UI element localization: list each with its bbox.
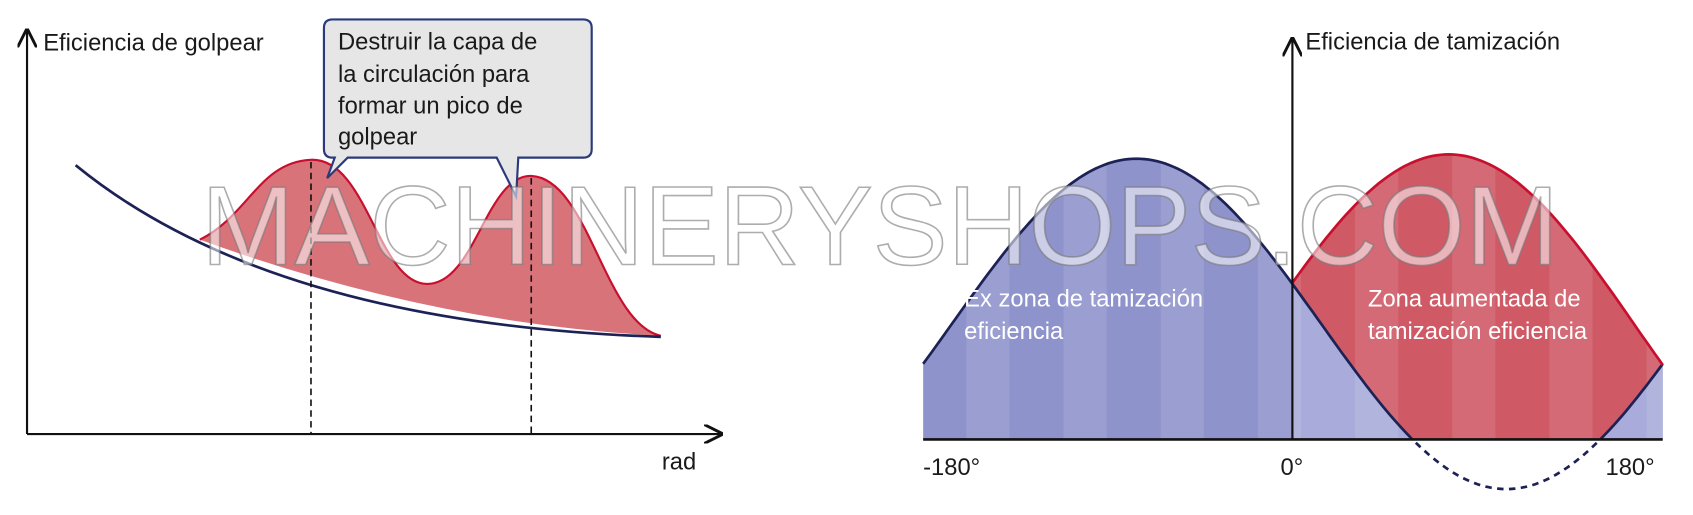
zone-line: Zona aumentada de — [1368, 286, 1581, 313]
y-axis-label: Eficiencia de tamización — [1305, 29, 1560, 56]
zone-label: Zona aumentada de tamización eficiencia — [1368, 286, 1588, 345]
stripe — [1063, 151, 1107, 440]
x-tick-label: 0° — [1281, 454, 1304, 481]
x-axis-label: rad — [662, 449, 696, 476]
stripe — [1257, 151, 1302, 440]
y-axis-label: Eficiencia de golpear — [43, 30, 264, 57]
x-tick-label: -180° — [923, 454, 980, 481]
callout-line: la circulación para — [338, 61, 530, 88]
old-curve — [922, 157, 1664, 440]
stripe — [1646, 151, 1690, 440]
zone-line: eficiencia — [964, 318, 1064, 345]
peak-curve — [199, 158, 662, 337]
callout-line: formar un pico de — [338, 92, 523, 119]
right-chart: Eficiencia de tamización Ex zona de tami… — [922, 29, 1690, 491]
old-curve-below — [1414, 441, 1598, 491]
callout-line: Destruir la capa de — [338, 29, 537, 56]
callout-text: Destruir la capa de la circulación para … — [338, 29, 544, 151]
stripe — [1160, 151, 1204, 440]
stripe — [1452, 151, 1496, 440]
zone-line: tamización eficiencia — [1368, 318, 1588, 345]
base-curve — [74, 164, 661, 339]
callout-line: golpear — [338, 124, 417, 151]
left-chart: Eficiencia de golpear rad Destruir la ca… — [27, 18, 721, 476]
peak-area — [199, 159, 661, 336]
new-curve — [1291, 153, 1664, 366]
zone-label: Ex zona de tamización eficiencia — [964, 286, 1210, 345]
new-zone-area — [1292, 154, 1663, 440]
zone-line: Ex zona de tamización — [964, 286, 1203, 313]
callout-box — [322, 18, 593, 201]
x-tick-label: 180° — [1606, 454, 1655, 481]
stripe — [1549, 151, 1593, 440]
watermark: MACHINERYSHOPS.COM — [201, 163, 1559, 289]
overlap-area — [1292, 283, 1663, 440]
